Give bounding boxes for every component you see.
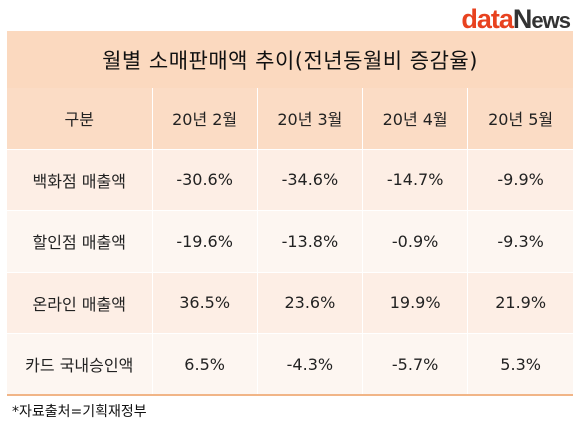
data-cell: -34.6% [257,149,364,211]
row-label: 백화점 매출액 [7,149,153,211]
data-cell: -30.6% [152,149,258,211]
logo-part-n: N [512,4,532,34]
header-cell-category: 구분 [7,88,153,150]
logo-part-ews: ews [531,8,571,33]
data-cell: -14.7% [362,149,469,211]
data-cell: 5.3% [467,333,573,396]
data-cell: -13.8% [257,210,364,273]
logo-part-data: data [461,4,514,34]
data-cell: 19.9% [362,272,469,334]
table-row: 할인점 매출액 -19.6% -13.8% -0.9% -9.3% [7,210,573,273]
data-cell: -0.9% [362,210,469,273]
data-cell: 36.5% [152,272,258,334]
data-cell: -9.9% [467,149,573,211]
table-row: 백화점 매출액 -30.6% -34.6% -14.7% -9.9% [7,149,573,211]
data-cell: -19.6% [152,210,258,273]
header-cell-mar: 20년 3월 [257,88,364,150]
data-cell: -9.3% [467,210,573,273]
table-row: 카드 국내승인액 6.5% -4.3% -5.7% 5.3% [7,333,573,396]
data-cell: 21.9% [467,272,573,334]
row-label: 카드 국내승인액 [7,333,153,396]
table-title: 월별 소매판매액 추이(전년동월비 증감율) [7,31,573,88]
row-label: 온라인 매출액 [7,272,153,334]
header-row: 구분 20년 2월 20년 3월 20년 4월 20년 5월 [7,88,573,150]
header-cell-apr: 20년 4월 [362,88,469,150]
header-cell-feb: 20년 2월 [152,88,258,150]
data-cell: 6.5% [152,333,258,396]
data-cell: -5.7% [362,333,469,396]
data-cell: 23.6% [257,272,364,334]
row-label: 할인점 매출액 [7,210,153,273]
table-row: 온라인 매출액 36.5% 23.6% 19.9% 21.9% [7,272,573,334]
data-cell: -4.3% [257,333,364,396]
header-cell-may: 20년 5월 [467,88,573,150]
source-note: *자료출처=기획재정부 [12,404,147,420]
retail-sales-table: 구분 20년 2월 20년 3월 20년 4월 20년 5월 백화점 매출액 -… [7,88,573,396]
